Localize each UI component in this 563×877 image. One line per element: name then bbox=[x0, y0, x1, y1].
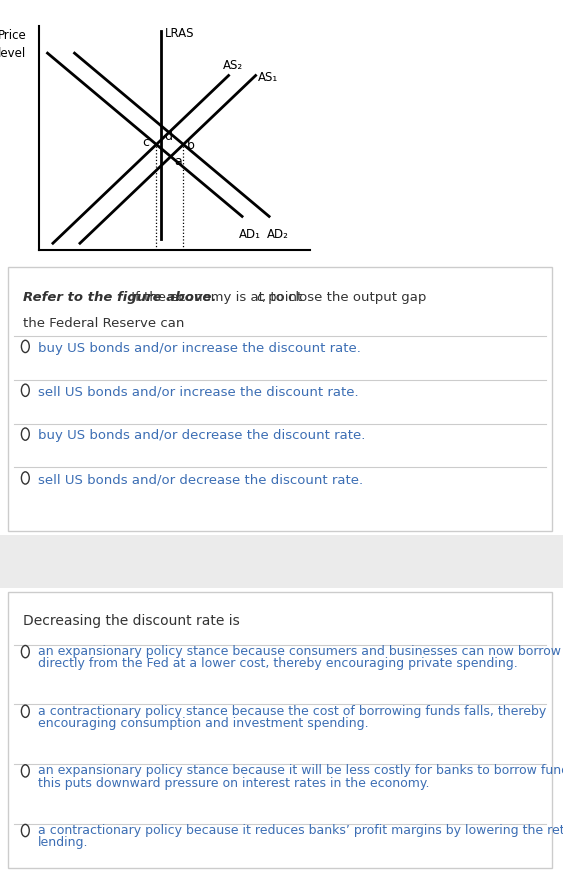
Text: directly from the Fed at a lower cost, thereby encouraging private spending.: directly from the Fed at a lower cost, t… bbox=[38, 658, 518, 670]
Text: Decreasing the discount rate is: Decreasing the discount rate is bbox=[23, 614, 239, 628]
Text: the Federal Reserve can: the Federal Reserve can bbox=[23, 317, 184, 330]
Text: Refer to the figure above.: Refer to the figure above. bbox=[23, 291, 216, 303]
Text: d: d bbox=[164, 130, 173, 143]
Text: sell US bonds and/or increase the discount rate.: sell US bonds and/or increase the discou… bbox=[38, 386, 359, 398]
Text: encouraging consumption and investment spending.: encouraging consumption and investment s… bbox=[38, 717, 369, 730]
Text: LRAS: LRAS bbox=[165, 26, 195, 39]
Text: b: b bbox=[187, 139, 195, 152]
Text: an expansionary policy stance because it will be less costly for banks to borrow: an expansionary policy stance because it… bbox=[38, 765, 563, 777]
Text: buy US bonds and/or decrease the discount rate.: buy US bonds and/or decrease the discoun… bbox=[38, 430, 365, 442]
Text: AD₂: AD₂ bbox=[266, 227, 288, 240]
Text: an expansionary policy stance because consumers and businesses can now borrow fu: an expansionary policy stance because co… bbox=[38, 645, 563, 658]
Text: level: level bbox=[0, 46, 26, 60]
Text: $Y_b$: $Y_b$ bbox=[176, 270, 190, 285]
Text: Real GDP per year: Real GDP per year bbox=[229, 270, 337, 283]
Text: this puts downward pressure on interest rates in the economy.: this puts downward pressure on interest … bbox=[38, 777, 430, 789]
Text: c: c bbox=[142, 136, 150, 149]
Text: Price: Price bbox=[0, 29, 27, 42]
Text: , to close the output gap: , to close the output gap bbox=[262, 291, 426, 303]
Text: a contractionary policy because it reduces banks’ profit margins by lowering the: a contractionary policy because it reduc… bbox=[38, 824, 563, 837]
Text: AS₂: AS₂ bbox=[223, 59, 243, 72]
Text: buy US bonds and/or increase the discount rate.: buy US bonds and/or increase the discoun… bbox=[38, 342, 361, 354]
Text: AS₁: AS₁ bbox=[258, 71, 279, 84]
Text: a: a bbox=[175, 154, 182, 168]
Text: a contractionary policy stance because the cost of borrowing funds falls, thereb: a contractionary policy stance because t… bbox=[38, 705, 547, 717]
Text: c: c bbox=[256, 291, 263, 303]
Text: If the economy is at point: If the economy is at point bbox=[127, 291, 306, 303]
Text: $Y_f$: $Y_f$ bbox=[154, 270, 168, 285]
Text: sell US bonds and/or decrease the discount rate.: sell US bonds and/or decrease the discou… bbox=[38, 474, 363, 486]
Text: AD₁: AD₁ bbox=[239, 227, 261, 240]
Text: lending.: lending. bbox=[38, 837, 89, 849]
Text: $Y_c$: $Y_c$ bbox=[150, 270, 163, 285]
